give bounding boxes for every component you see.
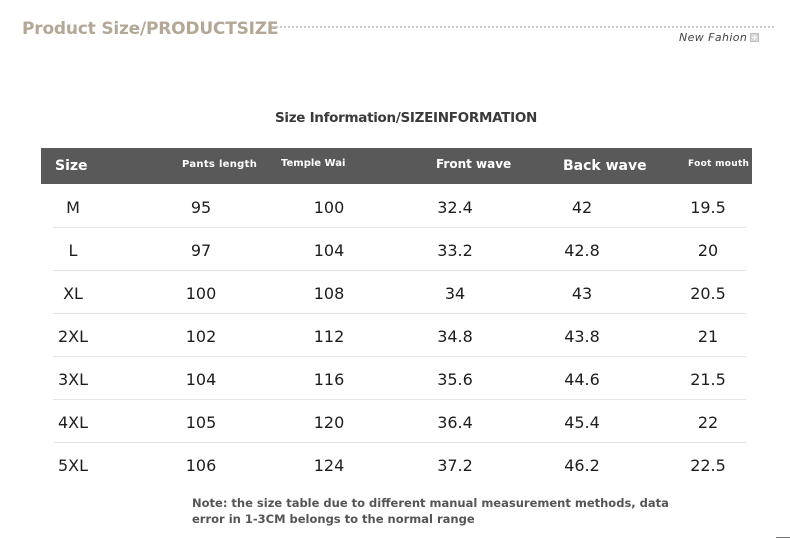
table-cell: 36.4: [437, 413, 473, 432]
table-cell: 102: [185, 327, 217, 346]
table-cell: 20.5: [690, 284, 726, 303]
table-cell: 22: [697, 413, 719, 432]
table-cell: 5XL: [57, 456, 89, 475]
table-header: Size Pants length Temple Wai Front wave …: [41, 148, 752, 184]
table-cell: 106: [185, 456, 217, 475]
table-cell: 20: [697, 241, 719, 260]
table-cell: 100: [313, 198, 345, 217]
plus-square-icon: [750, 33, 759, 42]
table-cell: 42: [571, 198, 593, 217]
table-cell: XL: [63, 284, 83, 303]
table-cell: L: [68, 241, 78, 260]
table-cell: 124: [313, 456, 345, 475]
measurement-note: Note: the size table due to different ma…: [192, 496, 669, 526]
section-title: Size Information/SIZEINFORMATION: [275, 110, 537, 126]
table-cell: 4XL: [57, 413, 89, 432]
table-cell: 105: [185, 413, 217, 432]
column-header-size: Size: [55, 158, 88, 174]
table-cell: 43.8: [564, 327, 600, 346]
table-cell: 21.5: [690, 370, 726, 389]
table-row: 4XL 105 120 36.4 45.4 22: [41, 399, 752, 442]
table-cell: 35.6: [437, 370, 473, 389]
table-cell: 44.6: [564, 370, 600, 389]
table-cell: 37.2: [437, 456, 473, 475]
table-cell: 2XL: [57, 327, 89, 346]
table-cell: 100: [185, 284, 217, 303]
table-cell: M: [66, 198, 80, 217]
table-row: 2XL 102 112 34.8 43.8 21: [41, 313, 752, 356]
table-cell: 3XL: [57, 370, 89, 389]
new-fashion-tag: New Fahion: [679, 31, 748, 44]
table-row: L 97 104 33.2 42.8 20: [41, 227, 752, 270]
table-row: M 95 100 32.4 42 19.5: [41, 184, 752, 227]
table-cell: 104: [313, 241, 345, 260]
column-header-front-wave: Front wave: [436, 157, 512, 171]
table-body: M 95 100 32.4 42 19.5 L 97 104 33.2 42.8 20 XL 100 108…: [41, 184, 752, 485]
size-table: Size Pants length Temple Wai Front wave …: [41, 148, 752, 485]
table-cell: 97: [190, 241, 212, 260]
table-row: 3XL 104 116 35.6 44.6 21.5: [41, 356, 752, 399]
table-cell: 33.2: [437, 241, 473, 260]
table-cell: 42.8: [564, 241, 600, 260]
table-row: 5XL 106 124 37.2 46.2 22.5: [41, 442, 752, 485]
table-cell: 19.5: [690, 198, 726, 217]
column-header-pants-length: Pants length: [182, 159, 258, 170]
table-cell: 22.5: [690, 456, 726, 475]
table-cell: 34: [444, 284, 466, 303]
table-cell: 45.4: [564, 413, 600, 432]
column-header-temple-wai: Temple Wai: [281, 158, 346, 169]
table-cell: 34.8: [437, 327, 473, 346]
table-cell: 108: [313, 284, 345, 303]
table-cell: 32.4: [437, 198, 473, 217]
column-header-foot-mouth: Foot mouth: [688, 159, 750, 169]
table-cell: 95: [190, 198, 212, 217]
dotted-divider: [272, 26, 774, 28]
table-row: XL 100 108 34 43 20.5: [41, 270, 752, 313]
table-cell: 46.2: [564, 456, 600, 475]
page-title: Product Size/PRODUCTSIZE: [22, 19, 279, 39]
table-cell: 43: [571, 284, 593, 303]
table-cell: 104: [185, 370, 217, 389]
table-cell: 112: [313, 327, 345, 346]
table-cell: 116: [313, 370, 345, 389]
column-header-back-wave: Back wave: [563, 158, 647, 174]
table-cell: 21: [697, 327, 719, 346]
table-cell: 120: [313, 413, 345, 432]
